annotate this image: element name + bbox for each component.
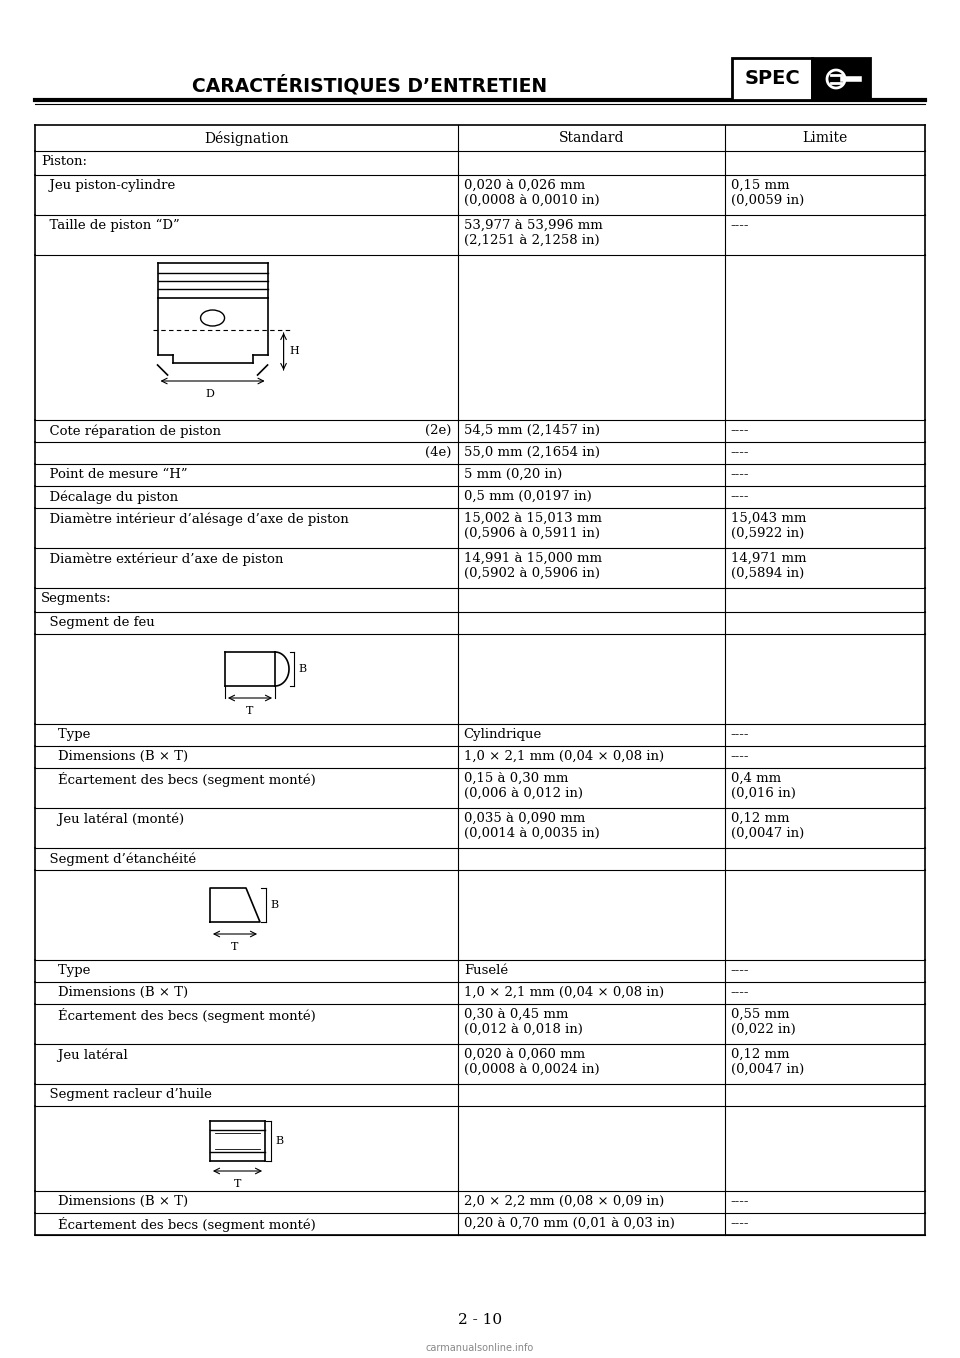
Text: Diamètre extérieur d’axe de piston: Diamètre extérieur d’axe de piston — [41, 551, 283, 565]
Text: Limite: Limite — [803, 130, 848, 145]
Text: Cote réparation de piston: Cote réparation de piston — [41, 424, 221, 437]
Text: B: B — [298, 664, 306, 674]
Text: B: B — [275, 1137, 283, 1146]
Text: (0,012 à 0,018 in): (0,012 à 0,018 in) — [464, 1023, 583, 1036]
Text: (0,0008 à 0,0024 in): (0,0008 à 0,0024 in) — [464, 1063, 599, 1076]
Text: Standard: Standard — [559, 130, 624, 145]
Text: ----: ---- — [731, 1217, 749, 1230]
Text: 2,0 × 2,2 mm (0,08 × 0,09 in): 2,0 × 2,2 mm (0,08 × 0,09 in) — [464, 1195, 664, 1209]
Text: ----: ---- — [731, 445, 749, 459]
Text: Type: Type — [41, 728, 90, 741]
Text: 53,977 à 53,996 mm: 53,977 à 53,996 mm — [464, 219, 603, 232]
Text: Écartement des becs (segment monté): Écartement des becs (segment monté) — [41, 771, 316, 788]
Text: (0,5902 à 0,5906 in): (0,5902 à 0,5906 in) — [464, 568, 600, 580]
Text: ----: ---- — [731, 750, 749, 763]
Text: 0,035 à 0,090 mm: 0,035 à 0,090 mm — [464, 812, 585, 826]
Ellipse shape — [201, 310, 225, 326]
Text: (0,0008 à 0,0010 in): (0,0008 à 0,0010 in) — [464, 194, 599, 206]
Text: 15,043 mm: 15,043 mm — [731, 512, 806, 526]
Text: SPEC: SPEC — [744, 69, 800, 88]
Text: Segments:: Segments: — [41, 592, 111, 606]
Text: (0,0047 in): (0,0047 in) — [731, 1063, 804, 1076]
Text: 14,971 mm: 14,971 mm — [731, 551, 806, 565]
Text: (0,5906 à 0,5911 in): (0,5906 à 0,5911 in) — [464, 527, 600, 540]
Text: 15,002 à 15,013 mm: 15,002 à 15,013 mm — [464, 512, 602, 526]
Text: (0,5922 in): (0,5922 in) — [731, 527, 804, 540]
Text: ----: ---- — [731, 986, 749, 999]
Text: Segment d’étanchéité: Segment d’étanchéité — [41, 851, 196, 865]
Text: ----: ---- — [731, 490, 749, 502]
Text: 1,0 × 2,1 mm (0,04 × 0,08 in): 1,0 × 2,1 mm (0,04 × 0,08 in) — [464, 750, 664, 763]
Text: 1,0 × 2,1 mm (0,04 × 0,08 in): 1,0 × 2,1 mm (0,04 × 0,08 in) — [464, 986, 664, 999]
Text: 0,020 à 0,060 mm: 0,020 à 0,060 mm — [464, 1048, 585, 1061]
Text: Dimensions (B × T): Dimensions (B × T) — [41, 986, 188, 999]
Text: 2 - 10: 2 - 10 — [458, 1313, 502, 1327]
Text: 0,020 à 0,026 mm: 0,020 à 0,026 mm — [464, 179, 585, 191]
Text: (4e): (4e) — [425, 445, 452, 459]
Text: 0,30 à 0,45 mm: 0,30 à 0,45 mm — [464, 1008, 568, 1021]
Text: Dimensions (B × T): Dimensions (B × T) — [41, 1195, 188, 1209]
Text: 54,5 mm (2,1457 in): 54,5 mm (2,1457 in) — [464, 424, 600, 437]
Text: Écartement des becs (segment monté): Écartement des becs (segment monté) — [41, 1217, 316, 1232]
Text: 55,0 mm (2,1654 in): 55,0 mm (2,1654 in) — [464, 445, 600, 459]
Text: Fuselé: Fuselé — [464, 964, 508, 976]
Text: Cylindrique: Cylindrique — [464, 728, 542, 741]
Text: Segment de feu: Segment de feu — [41, 617, 155, 629]
Text: 0,20 à 0,70 mm (0,01 à 0,03 in): 0,20 à 0,70 mm (0,01 à 0,03 in) — [464, 1217, 675, 1230]
Text: CARACTÉRISTIQUES D’ENTRETIEN: CARACTÉRISTIQUES D’ENTRETIEN — [192, 75, 547, 95]
Text: 0,55 mm: 0,55 mm — [731, 1008, 789, 1021]
Text: (2,1251 à 2,1258 in): (2,1251 à 2,1258 in) — [464, 234, 599, 247]
Text: 0,5 mm (0,0197 in): 0,5 mm (0,0197 in) — [464, 490, 591, 502]
Text: H: H — [290, 346, 300, 357]
Text: ----: ---- — [731, 1195, 749, 1209]
Text: (0,5894 in): (0,5894 in) — [731, 568, 804, 580]
Text: Jeu latéral: Jeu latéral — [41, 1048, 128, 1062]
Text: Jeu latéral (monté): Jeu latéral (monté) — [41, 812, 184, 826]
Text: (0,006 à 0,012 in): (0,006 à 0,012 in) — [464, 788, 583, 800]
Text: 0,12 mm: 0,12 mm — [731, 1048, 789, 1061]
Text: (2e): (2e) — [425, 424, 452, 437]
Text: Écartement des becs (segment monté): Écartement des becs (segment monté) — [41, 1008, 316, 1023]
Text: 0,15 à 0,30 mm: 0,15 à 0,30 mm — [464, 771, 568, 785]
Text: Désignation: Désignation — [204, 130, 289, 145]
Text: 14,991 à 15,000 mm: 14,991 à 15,000 mm — [464, 551, 602, 565]
Text: ----: ---- — [731, 728, 749, 741]
Text: Taille de piston “D”: Taille de piston “D” — [41, 219, 180, 232]
Text: Dimensions (B × T): Dimensions (B × T) — [41, 750, 188, 763]
Text: 5 mm (0,20 in): 5 mm (0,20 in) — [464, 469, 562, 481]
Text: Jeu piston-cylindre: Jeu piston-cylindre — [41, 179, 176, 191]
Text: (0,0047 in): (0,0047 in) — [731, 827, 804, 841]
Text: (0,016 in): (0,016 in) — [731, 788, 796, 800]
Text: ----: ---- — [731, 964, 749, 976]
Bar — [732, 58, 812, 100]
Text: T: T — [234, 1179, 241, 1190]
Text: (0,022 in): (0,022 in) — [731, 1023, 796, 1036]
Text: (0,0059 in): (0,0059 in) — [731, 194, 804, 206]
Text: Décalage du piston: Décalage du piston — [41, 490, 179, 504]
Text: carmanualsonline.info: carmanualsonline.info — [426, 1343, 534, 1353]
Text: 0,15 mm: 0,15 mm — [731, 179, 789, 191]
Text: Piston:: Piston: — [41, 155, 87, 168]
Text: (0,0014 à 0,0035 in): (0,0014 à 0,0035 in) — [464, 827, 599, 841]
Text: D: D — [205, 388, 214, 399]
Text: Segment racleur d’huile: Segment racleur d’huile — [41, 1088, 212, 1101]
Text: Type: Type — [41, 964, 90, 976]
Text: Diamètre intérieur d’alésage d’axe de piston: Diamètre intérieur d’alésage d’axe de pi… — [41, 512, 348, 526]
Text: B: B — [270, 900, 278, 910]
Text: ----: ---- — [731, 219, 749, 232]
Text: ----: ---- — [731, 469, 749, 481]
Bar — [812, 58, 870, 100]
Text: T: T — [231, 942, 239, 952]
Text: 0,12 mm: 0,12 mm — [731, 812, 789, 826]
Text: Point de mesure “H”: Point de mesure “H” — [41, 469, 187, 481]
Text: ----: ---- — [731, 424, 749, 437]
Text: 0,4 mm: 0,4 mm — [731, 771, 780, 785]
Text: T: T — [247, 706, 253, 716]
